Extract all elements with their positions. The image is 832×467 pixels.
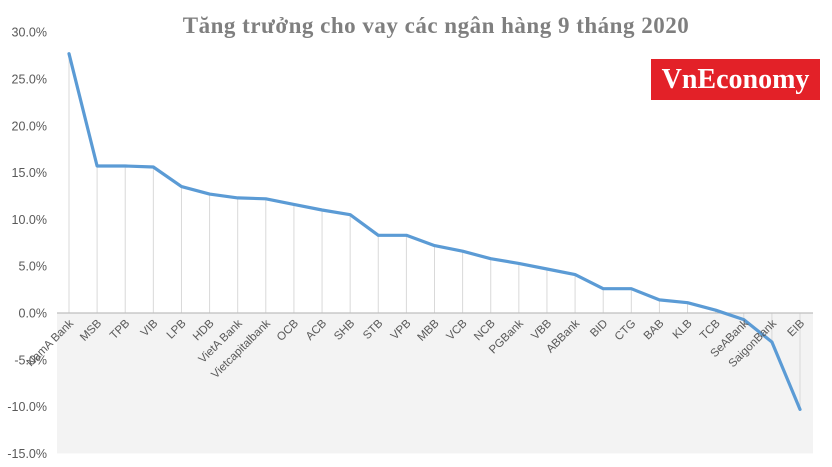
loan-growth-line	[67, 52, 802, 411]
y-axis-tick-label: 10.0%	[12, 213, 47, 227]
y-axis-tick-label: 15.0%	[12, 166, 47, 180]
vneconomy-logo: VnEconomy	[651, 59, 820, 100]
chart-title: Tăng trưởng cho vay các ngân hàng 9 thán…	[182, 13, 690, 38]
y-axis-tick-label: -10.0%	[7, 400, 47, 414]
y-axis-tick-label: -5.0%	[14, 353, 47, 367]
y-axis-tick-label: 5.0%	[19, 260, 48, 274]
y-axis-tick-label: 0.0%	[19, 307, 48, 321]
y-axis-tick-label: 30.0%	[12, 26, 47, 40]
vneconomy-logo-text: VnEconomy	[661, 63, 810, 95]
plot-area-negative-fill	[57, 313, 813, 454]
y-axis-tick-label: 20.0%	[12, 119, 47, 133]
y-axis-tick-label: 25.0%	[12, 73, 47, 87]
y-axis-tick-label: -15.0%	[7, 447, 47, 461]
